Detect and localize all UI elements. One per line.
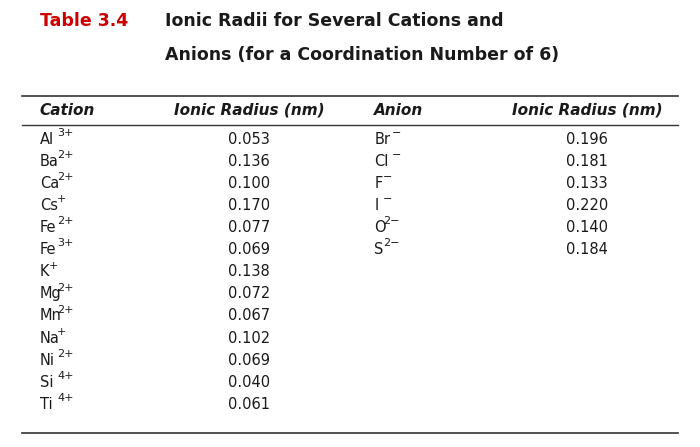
Text: 2+: 2+ (57, 150, 74, 160)
Text: 4+: 4+ (57, 393, 74, 403)
Text: I: I (374, 198, 379, 213)
Text: −: − (383, 172, 393, 182)
Text: 0.100: 0.100 (228, 176, 270, 191)
Text: Br: Br (374, 131, 391, 147)
Text: +: + (57, 327, 66, 337)
Text: +: + (48, 261, 58, 270)
Text: 0.040: 0.040 (228, 375, 270, 390)
Text: 3+: 3+ (57, 238, 74, 249)
Text: 2+: 2+ (57, 216, 74, 226)
Text: 0.072: 0.072 (228, 287, 270, 301)
Text: Ti: Ti (40, 397, 52, 412)
Text: 2+: 2+ (57, 283, 74, 293)
Text: 0.184: 0.184 (566, 242, 608, 257)
Text: Si: Si (40, 375, 53, 390)
Text: 0.102: 0.102 (228, 331, 270, 346)
Text: Mn: Mn (40, 308, 62, 324)
Text: 0.220: 0.220 (566, 198, 608, 213)
Text: 0.067: 0.067 (228, 308, 270, 324)
Text: −: − (392, 150, 401, 160)
Text: Mg: Mg (40, 287, 62, 301)
Text: 0.133: 0.133 (566, 176, 608, 191)
Text: 0.196: 0.196 (566, 131, 608, 147)
Text: Ba: Ba (40, 154, 59, 169)
Text: Cl: Cl (374, 154, 388, 169)
Text: Table 3.4: Table 3.4 (40, 13, 128, 30)
Text: 4+: 4+ (57, 371, 74, 381)
Text: +: + (57, 194, 66, 204)
Text: Ionic Radius (nm): Ionic Radius (nm) (512, 103, 662, 118)
Text: Fe: Fe (40, 242, 56, 257)
Text: 0.170: 0.170 (228, 198, 270, 213)
Text: 0.061: 0.061 (228, 397, 270, 412)
Text: O: O (374, 220, 386, 235)
Text: 0.077: 0.077 (228, 220, 270, 235)
Text: Cs: Cs (40, 198, 57, 213)
Text: 0.181: 0.181 (566, 154, 608, 169)
Text: 0.140: 0.140 (566, 220, 608, 235)
Text: Anions (for a Coordination Number of 6): Anions (for a Coordination Number of 6) (165, 46, 559, 64)
Text: 2−: 2− (383, 238, 400, 249)
Text: 2−: 2− (383, 216, 400, 226)
Text: Ca: Ca (40, 176, 59, 191)
Text: 0.069: 0.069 (228, 353, 270, 368)
Text: Cation: Cation (40, 103, 95, 118)
Text: Ionic Radii for Several Cations and: Ionic Radii for Several Cations and (165, 13, 504, 30)
Text: S: S (374, 242, 384, 257)
Text: 0.069: 0.069 (228, 242, 270, 257)
Text: 3+: 3+ (57, 128, 74, 138)
Text: −: − (392, 128, 401, 138)
Text: Na: Na (40, 331, 60, 346)
Text: Al: Al (40, 131, 54, 147)
Text: Anion: Anion (374, 103, 423, 118)
Text: Ionic Radius (nm): Ionic Radius (nm) (174, 103, 324, 118)
Text: 2+: 2+ (57, 349, 74, 359)
Text: Ni: Ni (40, 353, 55, 368)
Text: 0.053: 0.053 (228, 131, 270, 147)
Text: 2+: 2+ (57, 172, 74, 182)
Text: −: − (383, 194, 393, 204)
Text: 0.138: 0.138 (228, 264, 270, 279)
Text: 0.136: 0.136 (228, 154, 270, 169)
Text: Fe: Fe (40, 220, 56, 235)
Text: 2+: 2+ (57, 305, 74, 315)
Text: K: K (40, 264, 49, 279)
Text: F: F (374, 176, 383, 191)
